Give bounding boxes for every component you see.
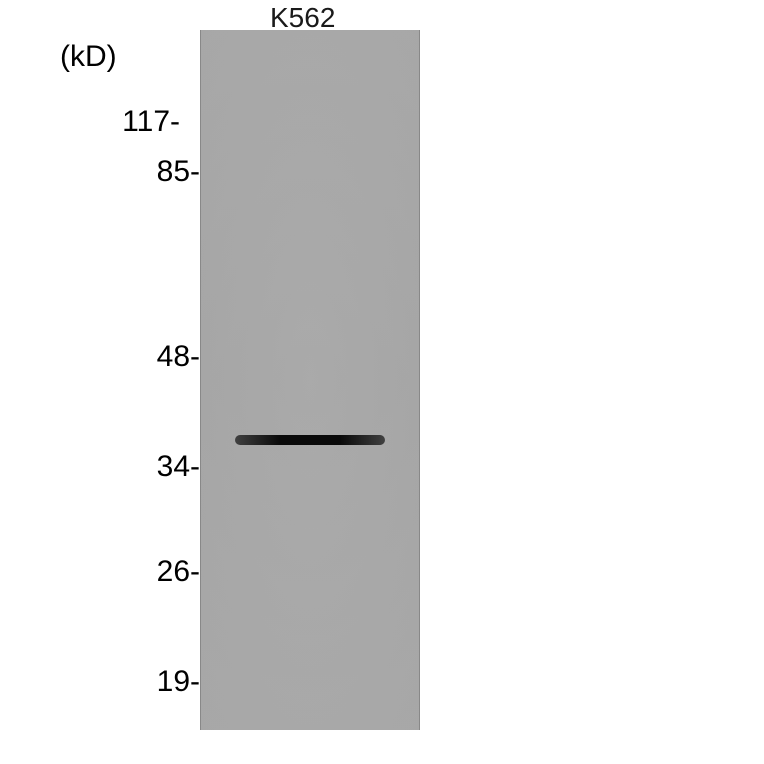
marker-26: 26- (110, 555, 200, 589)
protein-band (235, 435, 385, 445)
marker-34: 34- (110, 450, 200, 484)
marker-48: 48- (110, 340, 200, 374)
marker-85: 85- (110, 155, 200, 189)
marker-117: 117- (90, 105, 180, 139)
blot-lane (200, 30, 420, 730)
unit-label: (kD) (60, 40, 117, 74)
marker-19: 19- (110, 665, 200, 699)
